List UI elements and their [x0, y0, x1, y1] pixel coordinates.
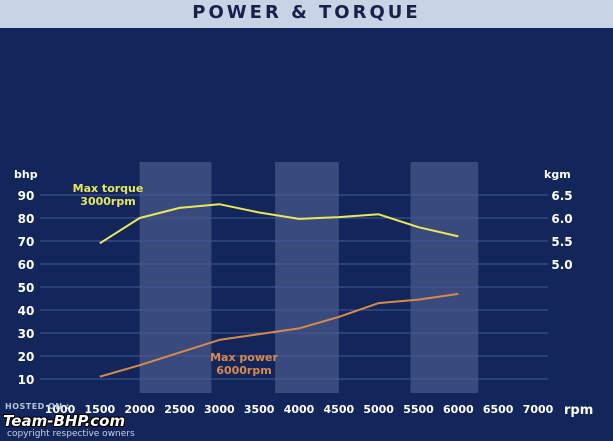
x-tick-label: 2000 [124, 403, 155, 416]
y-right-tick-label: 6.0 [551, 212, 572, 226]
annotation-power-line-2: 6000rpm [216, 364, 271, 377]
x-tick-label: 3500 [244, 403, 275, 416]
y-left-tick-label: 10 [18, 373, 35, 387]
watermark-hosted-text: HOSTED ON : [5, 402, 70, 411]
torque-line [99, 203, 459, 245]
watermark-copyright: copyright respective owners [7, 429, 135, 439]
annotation-torque-line-1: Max torque [73, 182, 144, 195]
power-line [99, 292, 459, 378]
y-left-tick-label: 60 [18, 258, 35, 272]
y-right-tick-label: 6.5 [551, 189, 572, 203]
chart-title: POWER & TORQUE [192, 2, 421, 23]
x-tick-label: 7000 [523, 403, 554, 416]
x-tick-label: 6500 [483, 403, 514, 416]
y-left-tick-label: 20 [18, 350, 35, 364]
y-right-tick-label: 5.0 [551, 258, 572, 272]
y-left-tick-label: 90 [18, 189, 35, 203]
y-left-axis-label: bhp [14, 168, 38, 181]
y-right-axis-label: kgm [544, 168, 571, 181]
y-left-tick-label: 50 [18, 281, 35, 295]
x-tick-label: 5000 [363, 403, 394, 416]
y-left-tick-label: 30 [18, 327, 35, 341]
x-tick-label: 3000 [204, 403, 235, 416]
y-right-tick-label: 5.5 [551, 235, 572, 249]
annotation-torque-line-2: 3000rpm [80, 195, 135, 208]
x-axis-label: rpm [564, 403, 593, 418]
y-left-tick-label: 40 [18, 304, 35, 318]
y-left-tick-label: 80 [18, 212, 35, 226]
x-tick-label: 4500 [324, 403, 355, 416]
highlight-band-1 [139, 162, 212, 393]
watermark: HOSTED ON : Team-BHP.com copyright respe… [3, 402, 203, 440]
x-tick-label: 6000 [443, 403, 474, 416]
watermark-logo: Team-BHP.com [3, 412, 126, 430]
highlight-band-3 [410, 162, 479, 393]
x-tick-label: 5500 [403, 403, 434, 416]
x-tick-label: 4000 [284, 403, 315, 416]
y-left-tick-label: 70 [18, 235, 35, 249]
annotation-power-line-1: Max power [210, 351, 278, 364]
x-tick-label: 1000 [45, 403, 76, 416]
highlight-band-2 [275, 162, 339, 393]
x-tick-label: 1500 [85, 403, 116, 416]
x-tick-label: 2500 [164, 403, 195, 416]
title-band [0, 0, 613, 28]
